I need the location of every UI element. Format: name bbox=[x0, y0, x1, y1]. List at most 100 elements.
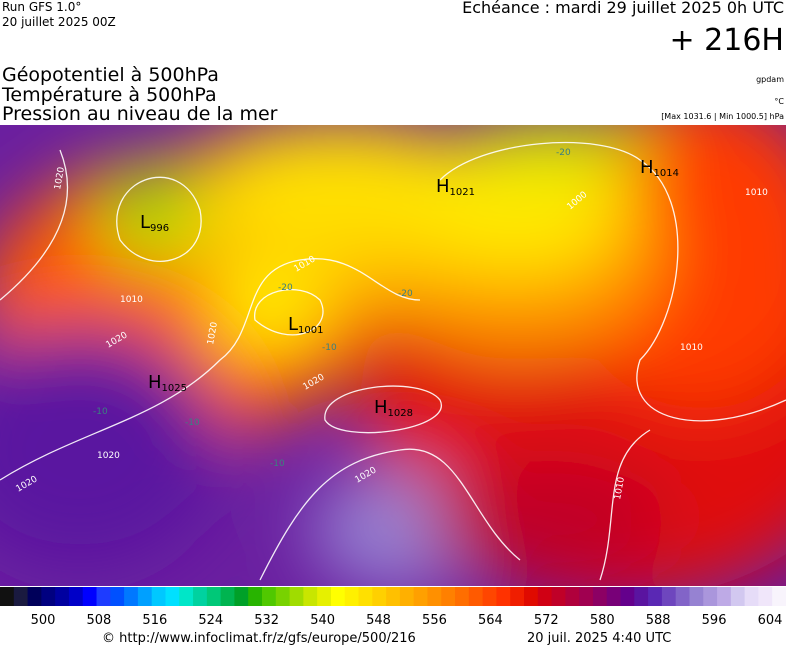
colorbar-swatch bbox=[110, 587, 125, 606]
colorbar-swatch bbox=[675, 587, 690, 606]
temperature-label: -20 bbox=[278, 283, 293, 293]
colorbar-swatch bbox=[41, 587, 56, 606]
colorbar-swatch bbox=[441, 587, 456, 606]
colorbar-label: 540 bbox=[310, 613, 335, 628]
unit: gpdam bbox=[756, 75, 784, 84]
temperature-label: -20 bbox=[556, 148, 571, 158]
pressure-centers: L996H1021H1014L1001H1025H102810201010102… bbox=[15, 148, 769, 501]
colorbar-label: 500 bbox=[31, 613, 56, 628]
temperature-label: -10 bbox=[270, 459, 285, 469]
colorbar-swatch bbox=[344, 587, 360, 606]
colorbar-swatch bbox=[234, 587, 249, 606]
colorbar-label: 580 bbox=[590, 613, 615, 628]
colorbar-swatch bbox=[592, 587, 608, 606]
colorbar-swatch bbox=[68, 587, 84, 606]
center-letter: H bbox=[148, 372, 162, 393]
title: Pression au niveau de la mer bbox=[2, 103, 278, 125]
temperature-label: -10 bbox=[93, 407, 108, 417]
colorbar-swatch bbox=[689, 587, 704, 606]
colorbar-swatch bbox=[482, 587, 497, 606]
isobar-label: 1020 bbox=[53, 166, 67, 191]
colorbar-swatch bbox=[606, 587, 622, 606]
colorbar-swatch bbox=[510, 587, 525, 606]
colorbar-swatch bbox=[165, 587, 180, 606]
colorbar-swatch bbox=[579, 587, 594, 606]
colorbar-swatch bbox=[206, 587, 222, 606]
pressure-center: L1001 bbox=[288, 314, 323, 336]
colorbar-swatch bbox=[455, 587, 470, 606]
colorbar-swatch bbox=[565, 587, 580, 606]
pressure-center: H1025 bbox=[148, 372, 187, 394]
temperature-label: -10 bbox=[322, 343, 337, 353]
colorbar-swatch bbox=[193, 587, 208, 606]
colorbar-swatch bbox=[96, 587, 111, 606]
colorbar-swatch bbox=[358, 587, 373, 606]
colorbar-label: 516 bbox=[142, 613, 167, 628]
colorbar-label: 532 bbox=[254, 613, 279, 628]
colorbar-label: 524 bbox=[198, 613, 223, 628]
center-letter: H bbox=[374, 397, 388, 418]
colorbar-label: 564 bbox=[478, 613, 503, 628]
center-letter: H bbox=[640, 157, 654, 178]
colorbar-label: 572 bbox=[534, 613, 559, 628]
center-value: 1014 bbox=[654, 168, 679, 179]
colorbar-swatch bbox=[648, 587, 663, 606]
center-value: 1028 bbox=[388, 408, 413, 419]
colorbar-swatch bbox=[303, 587, 318, 606]
colorbar-label: 548 bbox=[366, 613, 391, 628]
colorbar-swatch bbox=[399, 587, 415, 606]
colorbar-swatch bbox=[27, 587, 42, 606]
colorbar-swatch bbox=[179, 587, 194, 606]
colorbar: 500 508 516 524 532 540 548 556 564 572 580 588 596 6… bbox=[0, 587, 786, 628]
colorbar-swatch bbox=[661, 587, 677, 606]
source: © http://www.infoclimat.fr/z/gfs/europe/… bbox=[102, 631, 416, 646]
colorbar-swatch bbox=[717, 587, 732, 606]
colorbar-label: 604 bbox=[758, 613, 783, 628]
colorbar-swatch bbox=[151, 587, 166, 606]
colorbar-swatch bbox=[744, 587, 759, 606]
isobar-label: 1010 bbox=[613, 476, 627, 501]
run-date: 20 juillet 2025 00Z bbox=[2, 15, 116, 29]
center-letter: L bbox=[140, 212, 150, 233]
center-value: 1001 bbox=[298, 325, 323, 336]
colorbar-label: 596 bbox=[702, 613, 727, 628]
colorbar-swatch bbox=[524, 587, 539, 606]
map bbox=[0, 125, 786, 586]
pressure-center: H1028 bbox=[374, 397, 413, 419]
temperature-label: -20 bbox=[398, 289, 413, 299]
isobar-label: 1010 bbox=[745, 188, 768, 198]
colorbar-swatch bbox=[262, 587, 277, 606]
colorbar-swatch bbox=[248, 587, 263, 606]
colorbar-swatch bbox=[124, 587, 139, 606]
colorbar-label: 588 bbox=[646, 613, 671, 628]
colorbar-swatch bbox=[137, 587, 153, 606]
colorbar-swatch bbox=[551, 587, 566, 606]
isobar-label: 1010 bbox=[120, 295, 143, 305]
title: Géopotentiel à 500hPa bbox=[2, 64, 219, 86]
colorbar-swatch bbox=[82, 587, 98, 606]
colorbar-swatch bbox=[496, 587, 511, 606]
pressure-center: H1021 bbox=[436, 176, 475, 198]
colorbar-label: 556 bbox=[422, 613, 447, 628]
run: Run GFS 1.0° bbox=[2, 0, 81, 14]
center-letter: L bbox=[288, 314, 298, 335]
center-value: 1025 bbox=[162, 383, 187, 394]
colorbar-swatch bbox=[730, 587, 746, 606]
pressure-center: H1014 bbox=[640, 157, 679, 179]
created: 20 juil. 2025 4:40 UTC bbox=[527, 631, 671, 646]
center-value: 1021 bbox=[450, 187, 475, 198]
colorbar-swatch bbox=[372, 587, 387, 606]
colorbar-swatch bbox=[413, 587, 428, 606]
colorbar-swatch bbox=[468, 587, 484, 606]
lead-time: + 216H bbox=[670, 23, 785, 58]
center-value: 996 bbox=[150, 223, 169, 234]
isobar-label: 1020 bbox=[206, 321, 220, 346]
title: Température à 500hPa bbox=[1, 84, 217, 106]
pressure-center: L996 bbox=[140, 212, 169, 234]
colorbar-label: 508 bbox=[87, 613, 112, 628]
colorbar-swatch bbox=[758, 587, 773, 606]
colorbar-swatch bbox=[634, 587, 649, 606]
valid-time: Echéance : mardi 29 juillet 2025 0h UTC bbox=[462, 0, 784, 17]
temperature-label: -10 bbox=[185, 418, 200, 428]
